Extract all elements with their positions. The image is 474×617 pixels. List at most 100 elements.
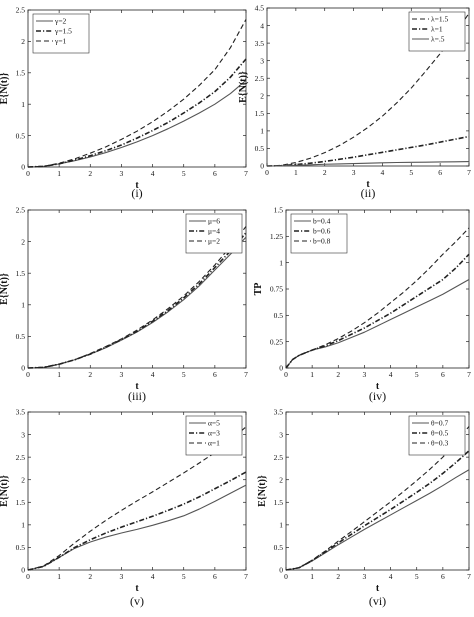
- y-tick-label: 3: [279, 430, 283, 439]
- legend-box: [185, 415, 243, 456]
- series-line-1: [27, 79, 247, 168]
- y-tick-label: 0.5: [274, 311, 284, 320]
- series-line-1: [285, 469, 470, 571]
- y-tick-label: 2: [260, 91, 264, 100]
- y-tick-label: 0.5: [255, 144, 265, 153]
- x-tick-label: 0: [26, 169, 30, 178]
- series-line-1: [27, 236, 247, 369]
- series-line-2: [27, 58, 247, 168]
- chart-panel-4: 0 1 2 3 4 5 6 7 0 0.25 0.5 0.75 1 1.25 1.5 t TP (iv) b=0.4…: [253, 206, 471, 403]
- legend-entry: θ=0.3: [431, 439, 448, 448]
- y-axis-label: E{N(t)}: [0, 73, 10, 105]
- series-line-1: [285, 279, 470, 369]
- legend-box: [408, 11, 466, 52]
- x-tick-label: 2: [323, 168, 327, 177]
- x-tick-label: 4: [151, 169, 155, 178]
- y-tick-label: 4: [260, 21, 264, 30]
- legend-entry: b=0.4: [313, 217, 331, 226]
- y-tick-label: 3.5: [255, 39, 265, 48]
- legend-entry: θ=0.7: [431, 419, 448, 428]
- y-tick-label: 2: [21, 37, 25, 46]
- panel-caption: (vi): [369, 594, 386, 608]
- series-line-2: [27, 471, 247, 571]
- y-tick-label: 0.75: [270, 285, 283, 294]
- legend-entry: b=0.8: [313, 237, 331, 246]
- legend: γ=2γ=1.5γ=1: [32, 13, 90, 54]
- x-tick-label: 6: [213, 169, 217, 178]
- y-tick-label: 2: [279, 475, 283, 484]
- y-tick-label: 2.5: [255, 74, 265, 83]
- y-tick-label: 1: [279, 258, 283, 267]
- y-tick-label: 0.25: [270, 337, 283, 346]
- chart-panel-1: 0 1 2 3 4 5 6 7 0 0.5 1 1.5 2 2.5 t E{N(t)} (i) γ=2γ=1.5γ…: [0, 6, 248, 200]
- x-tick-label: 1: [57, 370, 61, 379]
- x-tick-label: 1: [57, 169, 61, 178]
- y-tick-label: 0: [260, 162, 264, 171]
- y-axis-label: E{N(t)}: [0, 475, 10, 507]
- x-tick-label: 1: [294, 168, 298, 177]
- legend-entry: μ=4: [208, 227, 220, 236]
- x-tick-label: 0: [284, 572, 288, 581]
- x-tick-label: 1: [310, 572, 314, 581]
- y-tick-label: 2.5: [16, 6, 26, 15]
- y-tick-label: 1: [21, 100, 25, 109]
- panel-caption: (iv): [369, 389, 386, 403]
- legend-entry: γ=2: [54, 17, 67, 26]
- y-axis-label: E{N(t)}: [0, 273, 10, 305]
- x-tick-label: 7: [467, 168, 471, 177]
- x-tick-label: 4: [151, 370, 155, 379]
- x-tick-label: 5: [182, 370, 186, 379]
- y-tick-label: 3: [21, 430, 25, 439]
- x-tick-label: 5: [409, 168, 413, 177]
- legend-entry: b=0.6: [313, 227, 331, 236]
- x-tick-label: 7: [467, 370, 471, 379]
- y-axis-label: E{N(t)}: [257, 475, 268, 507]
- x-tick-label: 4: [381, 168, 385, 177]
- legend-entry: α=1: [208, 439, 220, 448]
- legend-entry: θ=0.5: [431, 429, 448, 438]
- series-line-2: [285, 450, 470, 571]
- chart-panel-3: 0 1 2 3 4 5 6 7 0 0.5 1 1.5 2 2.5 t E{N(t)} (iii) μ=6μ=4μ…: [0, 206, 248, 403]
- plot-frame: [266, 7, 470, 167]
- x-tick-label: 1: [310, 370, 314, 379]
- legend-entry: λ=1.5: [431, 15, 448, 24]
- x-tick-label: 0: [26, 370, 30, 379]
- chart-panel-5: 0 1 2 3 4 5 6 700.511.522.533.5tE{N(t)}(v)α=5α=…: [0, 408, 248, 608]
- x-tick-label: 0: [265, 168, 269, 177]
- x-tick-label: 3: [120, 572, 124, 581]
- legend-entry: γ=1.5: [54, 27, 72, 36]
- series-line-3: [285, 227, 470, 369]
- x-tick-label: 3: [363, 572, 367, 581]
- x-tick-label: 2: [88, 370, 92, 379]
- y-tick-label: 0.5: [16, 543, 26, 552]
- series-line-2: [285, 253, 470, 369]
- legend: α=5α=3α=1: [185, 415, 243, 456]
- x-tick-label: 4: [151, 572, 155, 581]
- y-tick-label: 0: [279, 566, 283, 575]
- x-axis-label: t: [135, 583, 139, 594]
- y-tick-label: 1.5: [274, 206, 284, 215]
- series-line-3: [266, 161, 470, 167]
- y-axis-label: E{N(t)}: [238, 71, 249, 103]
- y-tick-label: 1: [260, 127, 264, 136]
- legend-entry: λ=.5: [431, 35, 445, 44]
- x-tick-label: 2: [336, 370, 340, 379]
- y-tick-label: 1.5: [255, 109, 265, 118]
- x-axis-label: t: [366, 179, 370, 190]
- series-line-1: [266, 12, 470, 167]
- x-tick-label: 4: [389, 370, 393, 379]
- x-axis-label: t: [135, 381, 139, 392]
- x-tick-label: 6: [438, 168, 442, 177]
- y-tick-label: 0: [21, 566, 25, 575]
- x-tick-label: 7: [244, 370, 248, 379]
- y-tick-label: 0.5: [16, 332, 26, 341]
- legend-entry: α=5: [208, 419, 220, 428]
- y-tick-label: 1.25: [270, 232, 283, 241]
- series-line-2: [266, 135, 470, 167]
- series-line-3: [27, 19, 247, 168]
- plot-frame: [285, 411, 470, 571]
- x-tick-label: 1: [57, 572, 61, 581]
- y-tick-label: 0: [21, 364, 25, 373]
- legend: b=0.4b=0.6b=0.8: [290, 213, 348, 254]
